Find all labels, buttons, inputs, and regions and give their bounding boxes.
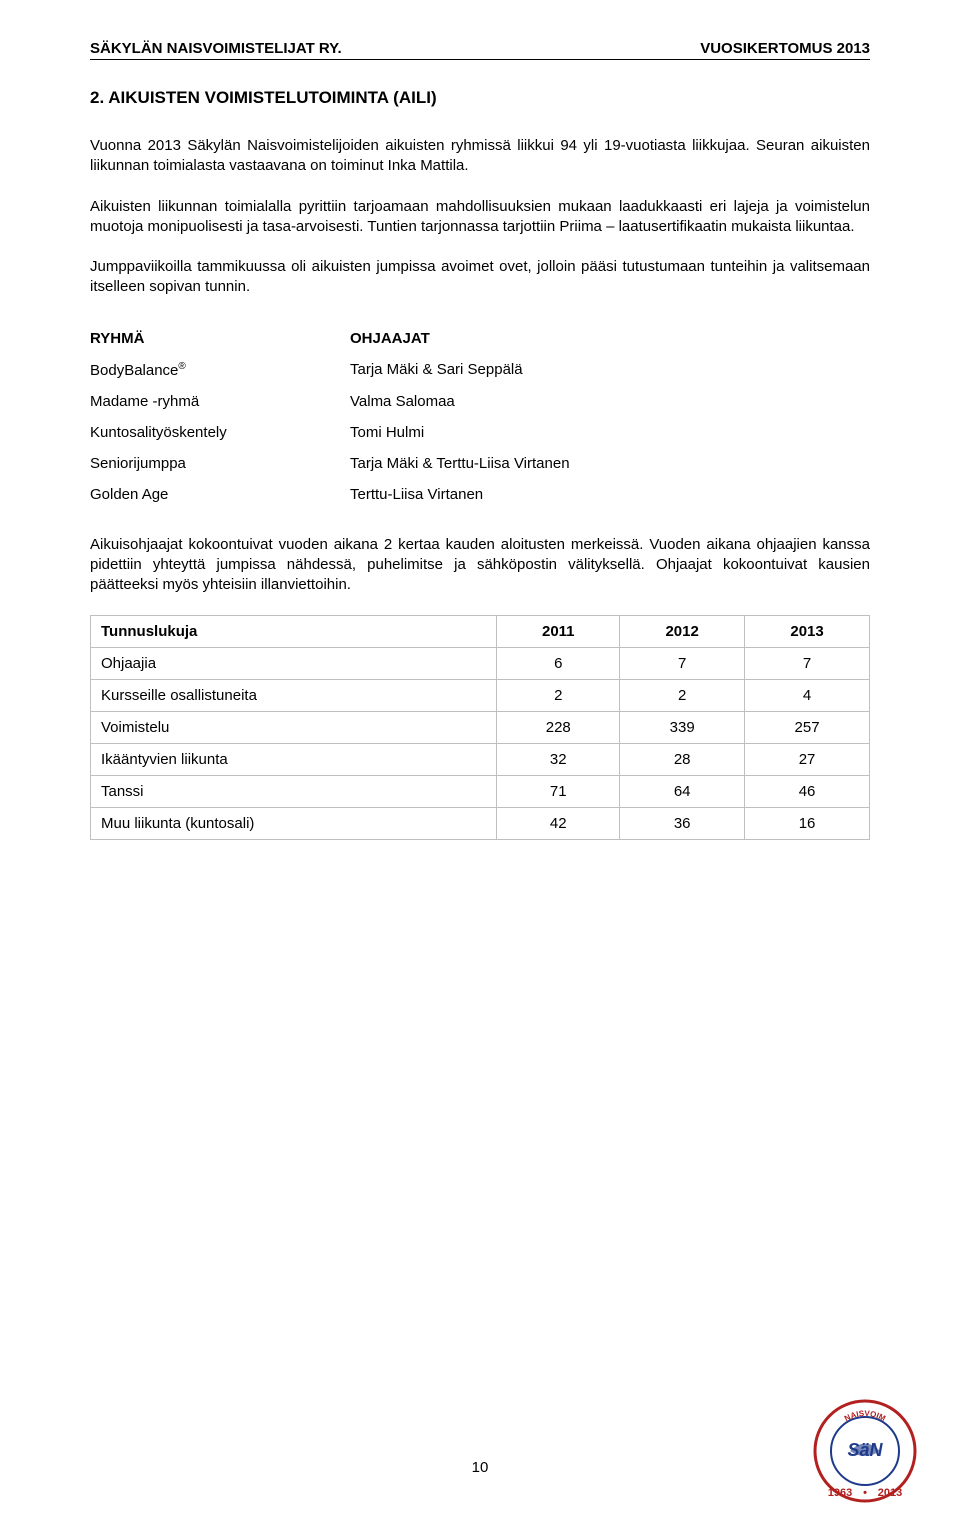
table-cell: Kursseille osallistuneita xyxy=(91,680,497,712)
table-cell: 32 xyxy=(497,744,620,776)
table-cell: 71 xyxy=(497,776,620,808)
pair-right: Tomi Hulmi xyxy=(350,424,870,441)
pair-left: Golden Age xyxy=(90,486,350,503)
paragraph-1: Vuonna 2013 Säkylän Naisvoimistelijoiden… xyxy=(90,136,870,177)
pair-right: Terttu-Liisa Virtanen xyxy=(350,486,870,503)
table-cell: 2 xyxy=(497,680,620,712)
table-cell: 7 xyxy=(620,648,745,680)
pair-left: Kuntosalityöskentely xyxy=(90,424,350,441)
logo-year-right: 2013 xyxy=(878,1487,902,1499)
registered-mark: ® xyxy=(178,361,185,372)
pair-row: Seniorijumppa Tarja Mäki & Terttu-Liisa … xyxy=(90,455,870,472)
group-instructor-list: RYHMÄ OHJAAJAT BodyBalance® Tarja Mäki &… xyxy=(90,330,870,503)
pair-left: Seniorijumppa xyxy=(90,455,350,472)
table-header-cell: Tunnuslukuja xyxy=(91,616,497,648)
table-cell: 6 xyxy=(497,648,620,680)
pair-header-left: RYHMÄ xyxy=(90,330,350,347)
table-header-cell: 2011 xyxy=(497,616,620,648)
page-number: 10 xyxy=(472,1459,489,1476)
table-cell: 36 xyxy=(620,808,745,840)
pair-row: Kuntosalityöskentely Tomi Hulmi xyxy=(90,424,870,441)
table-cell: 16 xyxy=(745,808,870,840)
paragraph-2: Aikuisten liikunnan toimialalla pyrittii… xyxy=(90,197,870,238)
table-row: Kursseille osallistuneita 2 2 4 xyxy=(91,680,870,712)
pair-row: Golden Age Terttu-Liisa Virtanen xyxy=(90,486,870,503)
table-cell: 2 xyxy=(620,680,745,712)
club-logo: NAISVOIM SäN 1963 • 2013 xyxy=(810,1396,920,1506)
table-header-row: Tunnuslukuja 2011 2012 2013 xyxy=(91,616,870,648)
statistics-table: Tunnuslukuja 2011 2012 2013 Ohjaajia 6 7… xyxy=(90,615,870,840)
header-right: VUOSIKERTOMUS 2013 xyxy=(700,40,870,57)
table-row: Ikääntyvien liikunta 32 28 27 xyxy=(91,744,870,776)
page-header: SÄKYLÄN NAISVOIMISTELIJAT RY. VUOSIKERTO… xyxy=(90,40,870,60)
table-cell: 27 xyxy=(745,744,870,776)
table-cell: Voimistelu xyxy=(91,712,497,744)
section-title: 2. AIKUISTEN VOIMISTELUTOIMINTA (AILI) xyxy=(90,88,870,108)
table-row: Voimistelu 228 339 257 xyxy=(91,712,870,744)
table-cell: 257 xyxy=(745,712,870,744)
table-header-cell: 2013 xyxy=(745,616,870,648)
table-cell: 46 xyxy=(745,776,870,808)
table-cell: 42 xyxy=(497,808,620,840)
pair-row: BodyBalance® Tarja Mäki & Sari Seppälä xyxy=(90,361,870,379)
table-cell: 228 xyxy=(497,712,620,744)
table-row: Muu liikunta (kuntosali) 42 36 16 xyxy=(91,808,870,840)
pair-left: BodyBalance® xyxy=(90,361,350,379)
table-cell: Muu liikunta (kuntosali) xyxy=(91,808,497,840)
table-row: Ohjaajia 6 7 7 xyxy=(91,648,870,680)
table-header-cell: 2012 xyxy=(620,616,745,648)
pair-row: Madame -ryhmä Valma Salomaa xyxy=(90,393,870,410)
table-cell: Ikääntyvien liikunta xyxy=(91,744,497,776)
mid-paragraph: Aikuisohjaajat kokoontuivat vuoden aikan… xyxy=(90,535,870,596)
table-cell: Tanssi xyxy=(91,776,497,808)
pair-right: Valma Salomaa xyxy=(350,393,870,410)
table-cell: 7 xyxy=(745,648,870,680)
pair-right: Tarja Mäki & Terttu-Liisa Virtanen xyxy=(350,455,870,472)
pair-header-right: OHJAAJAT xyxy=(350,330,870,347)
paragraph-3: Jumppaviikoilla tammikuussa oli aikuiste… xyxy=(90,257,870,298)
table-cell: 339 xyxy=(620,712,745,744)
table-cell: Ohjaajia xyxy=(91,648,497,680)
table-row: Tanssi 71 64 46 xyxy=(91,776,870,808)
pair-left-text: BodyBalance xyxy=(90,362,178,379)
pair-left: Madame -ryhmä xyxy=(90,393,350,410)
header-left: SÄKYLÄN NAISVOIMISTELIJAT RY. xyxy=(90,40,342,57)
pair-right: Tarja Mäki & Sari Seppälä xyxy=(350,361,870,379)
table-cell: 64 xyxy=(620,776,745,808)
table-cell: 4 xyxy=(745,680,870,712)
logo-year-left: 1963 xyxy=(828,1487,852,1499)
table-cell: 28 xyxy=(620,744,745,776)
logo-dot: • xyxy=(863,1487,867,1499)
